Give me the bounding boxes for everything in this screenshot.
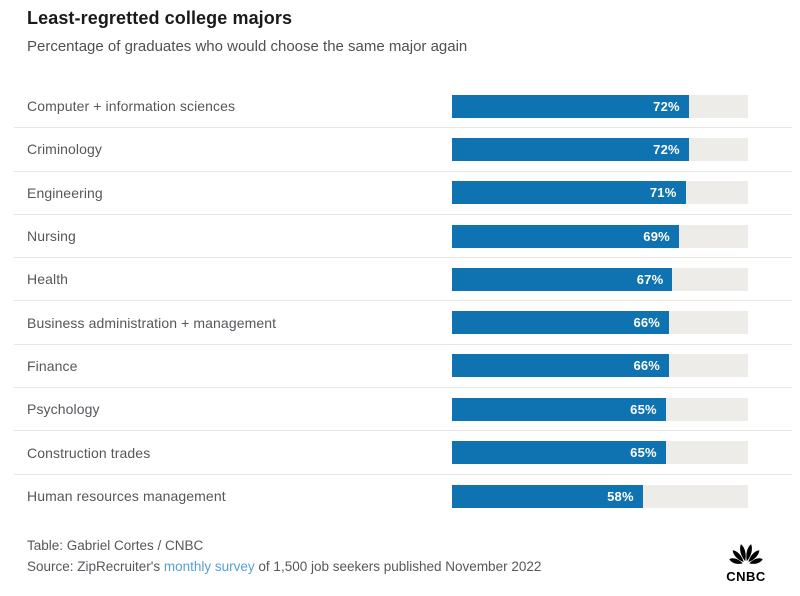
bar-value-label: 66% (633, 358, 661, 374)
cnbc-logo: CNBC (723, 540, 769, 584)
chart-subtitle: Percentage of graduates who would choose… (27, 38, 468, 55)
cnbc-peacock-icon (729, 544, 763, 564)
category-label: Construction trades (27, 444, 151, 461)
bar: 67% (452, 267, 673, 291)
bar-value-label: 72% (653, 98, 680, 114)
bar: 58% (452, 484, 643, 508)
bar-track: 71% (452, 181, 748, 205)
bar-track: 66% (452, 354, 748, 378)
source-link[interactable]: monthly survey (163, 559, 255, 574)
bar: 65% (452, 441, 666, 465)
category-label: Computer + information sciences (27, 98, 236, 115)
category-label: Criminology (27, 141, 103, 158)
source-text-suffix: of 1,500 job seekers published November … (254, 559, 542, 574)
bar-track: 66% (452, 311, 748, 335)
bar-track: 65% (452, 397, 748, 421)
table-row: Nursing 69% (14, 215, 792, 259)
category-label: Nursing (27, 228, 76, 245)
category-label: Engineering (27, 184, 103, 201)
chart-footer: Table: Gabriel Cortes / CNBC Source: Zip… (27, 535, 541, 577)
category-label: Psychology (27, 401, 100, 418)
bar-value-label: 71% (649, 185, 677, 201)
category-label: Human resources management (27, 488, 226, 505)
table-row: Human resources management 58% (14, 475, 792, 518)
bar-track: 58% (452, 484, 748, 508)
source-line: Source: ZipRecruiter's monthly survey of… (27, 556, 541, 577)
chart-header: Least-regretted college majors Percentag… (27, 8, 467, 55)
source-text-prefix: Source: ZipRecruiter's (27, 559, 164, 574)
bar: 65% (452, 397, 666, 421)
table-row: Computer + information sciences 72% (14, 85, 792, 129)
bar-track: 72% (452, 94, 748, 118)
bar: 66% (452, 354, 670, 378)
bar-chart: Computer + information sciences 72% Crimin… (14, 85, 792, 518)
table-row: Criminology 72% (14, 128, 792, 172)
table-row: Psychology 65% (14, 388, 792, 432)
bar: 72% (452, 137, 689, 161)
bar: 71% (452, 181, 686, 205)
bar-track: 67% (452, 267, 748, 291)
bar-track: 65% (452, 441, 748, 465)
bar-track: 69% (452, 224, 748, 248)
bar-value-label: 66% (633, 315, 661, 331)
bar-value-label: 58% (607, 488, 634, 504)
bar-value-label: 67% (636, 271, 664, 287)
bar-track: 72% (452, 137, 748, 161)
cnbc-logo-text: CNBC (726, 569, 766, 584)
bar-value-label: 65% (630, 445, 657, 461)
table-row: Construction trades 65% (14, 431, 792, 475)
table-row: Business administration + management 66% (14, 301, 792, 345)
bar-value-label: 72% (653, 141, 680, 157)
table-row: Finance 66% (14, 345, 792, 389)
bar-value-label: 65% (630, 401, 657, 417)
bar: 69% (452, 224, 679, 248)
category-label: Health (27, 271, 69, 288)
chart-title: Least-regretted college majors (27, 8, 293, 28)
table-row: Health 67% (14, 258, 792, 302)
bar-value-label: 69% (643, 228, 670, 244)
bar: 72% (452, 94, 689, 118)
category-label: Finance (27, 357, 78, 374)
bar: 66% (452, 311, 670, 335)
credit-line: Table: Gabriel Cortes / CNBC (27, 538, 204, 553)
table-row: Engineering 71% (14, 172, 792, 215)
category-label: Business administration + management (27, 314, 277, 331)
